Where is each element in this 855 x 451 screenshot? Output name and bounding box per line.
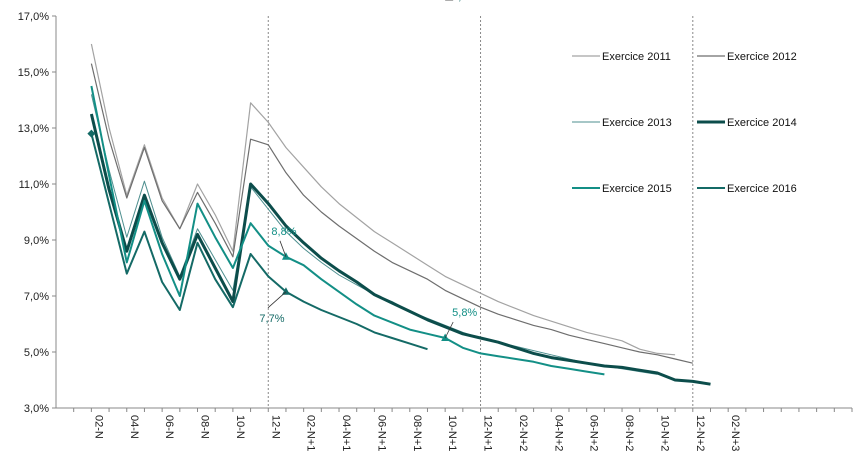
y-tick-label: 5,0% xyxy=(24,347,49,359)
x-tick-label: 06-N xyxy=(163,415,175,439)
annotation-label: 5,1% xyxy=(452,0,477,3)
x-tick-label: 06-N+2 xyxy=(588,415,600,451)
legend-entry: Exercice 2015 xyxy=(602,183,672,195)
legend-entry: Exercice 2014 xyxy=(727,117,797,129)
x-tick-label: 10-N+2 xyxy=(658,415,670,451)
x-tick-label: 08-N xyxy=(199,415,211,439)
y-tick-label: 13,0% xyxy=(18,123,49,135)
series-layer xyxy=(89,43,711,386)
y-tick-label: 3,0% xyxy=(24,403,49,415)
legend-entry: Exercice 2011 xyxy=(602,51,671,63)
annotation-layer: 8,8% 7,7% 5,8% 5,1% xyxy=(87,0,477,341)
annotation-label: 7,7% xyxy=(259,313,284,325)
series-line-1 xyxy=(90,43,676,356)
x-tick-label: 06-N+1 xyxy=(375,415,387,451)
legend-entry: Exercice 2013 xyxy=(602,117,672,129)
x-tick-label: 02-N+1 xyxy=(305,415,317,451)
annotation-marker xyxy=(87,129,96,138)
series-line-2 xyxy=(90,63,693,364)
y-tick-label: 11,0% xyxy=(19,179,50,191)
x-tick-label: 02-N+2 xyxy=(517,415,529,451)
axis-layer: 3,0% 5,0% 7,0% 9,0% 11,0% 13,0% 15,0% 17,0% 02-N… xyxy=(18,11,853,451)
legend: Exercice 2011 Exercice 2012 Exercice 2013 E… xyxy=(572,51,797,195)
series-line-5 xyxy=(90,85,605,376)
y-tick-label: 7,0% xyxy=(24,291,49,303)
annotation-label: 8,8% xyxy=(271,226,296,238)
x-tick-label: 08-N+1 xyxy=(411,415,423,451)
legend-entry: Exercice 2016 xyxy=(727,183,797,195)
y-tick-label: 17,0% xyxy=(18,11,49,23)
annotation-label: 5,8% xyxy=(452,307,477,319)
annotation-leader xyxy=(444,321,454,339)
series-line-4 xyxy=(89,113,711,386)
annotation-marker xyxy=(281,287,290,295)
x-tick-label: 12-N+2 xyxy=(694,415,706,451)
annotation-leader xyxy=(279,240,287,257)
legend-entry: Exercice 2012 xyxy=(727,51,797,63)
x-tick-label: 12-N+1 xyxy=(482,415,494,451)
x-tick-label: 04-N+1 xyxy=(340,415,352,451)
annotation-leader xyxy=(267,291,287,309)
x-tick-label: 12-N xyxy=(269,415,281,439)
y-tick-label: 9,0% xyxy=(24,235,49,247)
x-tick-label: 08-N+2 xyxy=(623,415,635,451)
x-tick-label: 10-N xyxy=(234,415,246,439)
series-line-6 xyxy=(90,133,428,351)
x-tick-label: 02-N+3 xyxy=(729,415,741,451)
x-tick-label: 04-N xyxy=(128,415,140,439)
x-tick-label: 10-N+1 xyxy=(446,415,458,451)
x-tick-label: 04-N+2 xyxy=(552,415,564,451)
grid-layer xyxy=(267,16,694,408)
y-tick-label: 15,0% xyxy=(18,67,49,79)
x-tick-label: 02-N xyxy=(92,415,104,439)
